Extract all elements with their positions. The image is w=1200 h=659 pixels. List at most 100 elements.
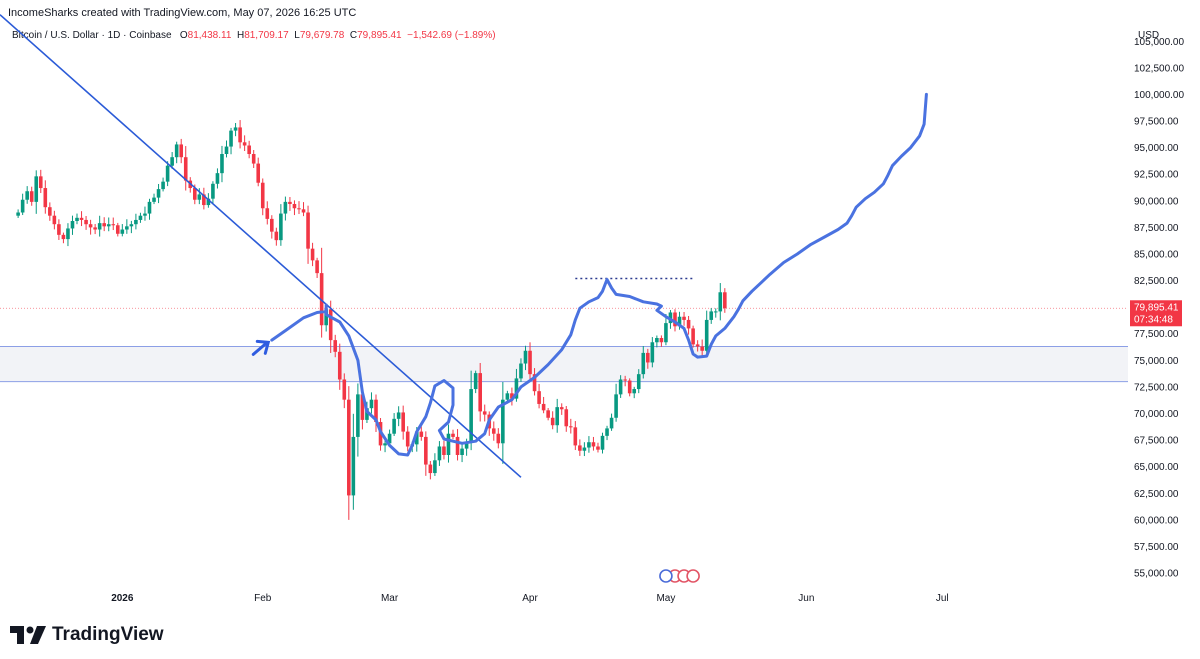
candle-body[interactable] <box>428 464 433 474</box>
candle-body[interactable] <box>315 260 319 274</box>
candle-body[interactable] <box>541 403 546 411</box>
candle-body[interactable] <box>88 224 93 228</box>
candle-body[interactable] <box>224 146 229 155</box>
candle-body[interactable] <box>491 428 496 434</box>
candle-body[interactable] <box>256 163 261 183</box>
candle-body[interactable] <box>673 312 677 327</box>
candle-body[interactable] <box>505 393 510 400</box>
candle-body[interactable] <box>405 431 410 447</box>
candle-body[interactable] <box>202 194 206 206</box>
candle-body[interactable] <box>297 208 301 210</box>
candle-body[interactable] <box>337 351 342 380</box>
candle-body[interactable] <box>251 154 256 164</box>
candle-body[interactable] <box>433 460 437 474</box>
arrow-marker[interactable] <box>251 339 271 356</box>
candle-body[interactable] <box>623 379 627 381</box>
candle-body[interactable] <box>700 346 704 351</box>
candle-body[interactable] <box>469 389 473 443</box>
candle-body[interactable] <box>310 248 315 261</box>
candle-body[interactable] <box>365 408 369 420</box>
candle-body[interactable] <box>270 218 274 232</box>
candle-body[interactable] <box>528 350 532 375</box>
candle-body[interactable] <box>473 373 478 390</box>
candle-body[interactable] <box>229 130 233 147</box>
candle-body[interactable] <box>523 350 528 364</box>
candle-body[interactable] <box>147 201 152 214</box>
candle-body[interactable] <box>510 393 514 399</box>
candle-body[interactable] <box>274 231 279 241</box>
candle-body[interactable] <box>215 173 220 184</box>
candle-body[interactable] <box>75 217 79 222</box>
candle-body[interactable] <box>247 145 251 155</box>
candle-body[interactable] <box>501 399 505 444</box>
candle-body[interactable] <box>396 412 401 419</box>
candle-body[interactable] <box>578 445 582 451</box>
candle-body[interactable] <box>66 228 70 240</box>
candle-body[interactable] <box>437 446 442 461</box>
tradingview-logo[interactable]: TradingView <box>10 624 164 646</box>
candle-body[interactable] <box>319 273 324 326</box>
candle-body[interactable] <box>374 399 378 423</box>
candle-body[interactable] <box>48 207 52 216</box>
candle-body[interactable] <box>605 428 609 436</box>
candle-body[interactable] <box>220 154 224 174</box>
candle-body[interactable] <box>519 363 523 379</box>
candle-body[interactable] <box>34 176 39 202</box>
candle-body[interactable] <box>156 189 161 198</box>
candle-body[interactable] <box>260 182 265 209</box>
candle-body[interactable] <box>723 292 727 309</box>
candle-body[interactable] <box>564 409 569 427</box>
candle-body[interactable] <box>134 219 138 225</box>
candle-body[interactable] <box>324 309 328 326</box>
candle-body[interactable] <box>682 316 686 320</box>
candle-body[interactable] <box>283 201 288 214</box>
candle-body[interactable] <box>342 379 347 400</box>
candle-body[interactable] <box>143 213 147 216</box>
candle-body[interactable] <box>392 418 396 434</box>
candle-body[interactable] <box>52 215 57 225</box>
candle-body[interactable] <box>383 443 387 446</box>
candle-body[interactable] <box>695 344 700 347</box>
candle-body[interactable] <box>233 127 238 131</box>
candle-body[interactable] <box>627 380 632 394</box>
candle-body[interactable] <box>414 431 419 445</box>
candle-body[interactable] <box>192 188 197 200</box>
candle-body[interactable] <box>206 198 211 206</box>
candle-body[interactable] <box>301 209 306 213</box>
candle-body[interactable] <box>659 338 664 343</box>
candle-body[interactable] <box>179 144 184 158</box>
candle-body[interactable] <box>351 436 356 496</box>
candle-body[interactable] <box>70 221 75 229</box>
candle-body[interactable] <box>57 224 61 235</box>
candle-body[interactable] <box>568 426 573 428</box>
candle-body[interactable] <box>369 399 374 409</box>
candle-body[interactable] <box>550 417 555 426</box>
candle-body[interactable] <box>532 374 537 392</box>
candle-body[interactable] <box>664 323 668 343</box>
candle-body[interactable] <box>328 309 333 341</box>
candle-body[interactable] <box>106 224 111 227</box>
candle-body[interactable] <box>93 227 97 230</box>
candle-body[interactable] <box>102 223 106 227</box>
candle-body[interactable] <box>718 292 723 312</box>
candle-body[interactable] <box>709 311 714 320</box>
candle-body[interactable] <box>97 223 102 230</box>
candle-body[interactable] <box>129 224 134 227</box>
candle-body[interactable] <box>618 379 623 395</box>
candle-body[interactable] <box>636 374 641 390</box>
descending-trendline[interactable] <box>0 14 522 478</box>
candle-body[interactable] <box>43 188 48 208</box>
candle-body[interactable] <box>496 433 501 444</box>
candle-body[interactable] <box>360 394 365 420</box>
candle-body[interactable] <box>197 194 202 200</box>
candle-body[interactable] <box>600 435 605 450</box>
candle-body[interactable] <box>455 436 460 455</box>
candle-body[interactable] <box>265 208 270 219</box>
candle-body[interactable] <box>442 446 446 455</box>
candle-body[interactable] <box>460 448 464 455</box>
candle-body[interactable] <box>677 316 682 327</box>
candle-body[interactable] <box>79 217 84 220</box>
candle-body[interactable] <box>650 342 655 363</box>
candle-body[interactable] <box>333 340 338 352</box>
